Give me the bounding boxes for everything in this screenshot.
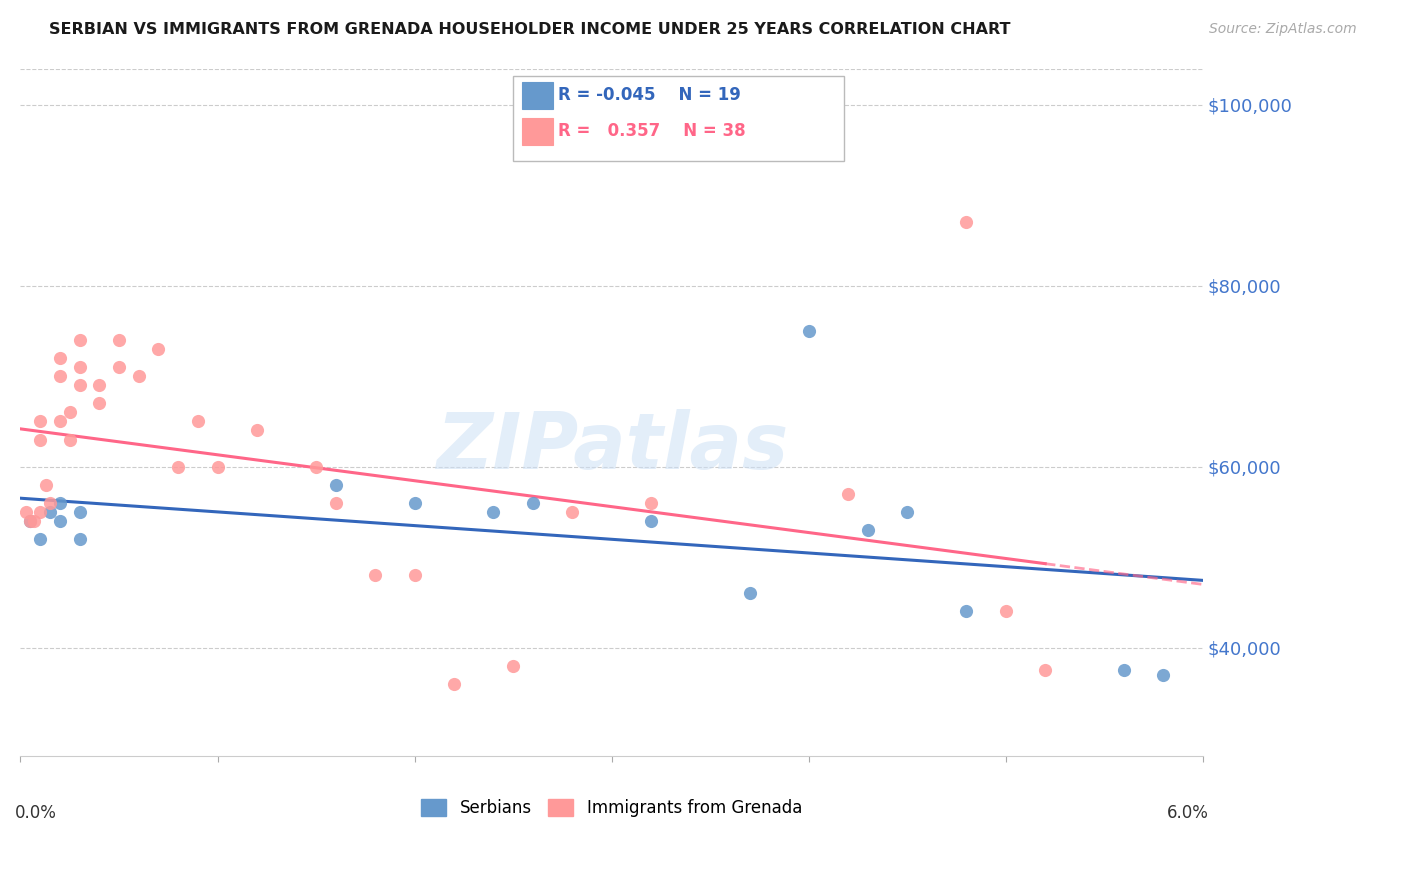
Point	[30, 532, 52, 546]
Point	[738, 586, 761, 600]
Point	[35, 477, 58, 491]
Point	[69, 532, 91, 546]
Point	[640, 496, 662, 510]
Point	[59, 405, 82, 419]
Point	[59, 433, 82, 447]
Point	[128, 369, 150, 384]
Point	[89, 396, 111, 410]
Point	[69, 505, 91, 519]
Point	[22, 514, 45, 528]
Point	[994, 605, 1017, 619]
Point	[246, 424, 269, 438]
Point	[955, 215, 977, 229]
Point	[20, 514, 42, 528]
Point	[49, 496, 72, 510]
Point	[443, 677, 465, 691]
Point	[49, 369, 72, 384]
Point	[148, 342, 170, 356]
Point	[561, 505, 583, 519]
Point	[1112, 663, 1135, 677]
Text: SERBIAN VS IMMIGRANTS FROM GRENADA HOUSEHOLDER INCOME UNDER 25 YEARS CORRELATION: SERBIAN VS IMMIGRANTS FROM GRENADA HOUSE…	[49, 22, 1011, 37]
Point	[49, 351, 72, 365]
Point	[187, 414, 209, 428]
Point	[207, 459, 229, 474]
Point	[1152, 668, 1174, 682]
Point	[167, 459, 190, 474]
Point	[69, 378, 91, 392]
Text: Source: ZipAtlas.com: Source: ZipAtlas.com	[1209, 22, 1357, 37]
Point	[89, 378, 111, 392]
Point	[305, 459, 328, 474]
Point	[364, 568, 387, 582]
Point	[856, 523, 879, 537]
Point	[837, 487, 859, 501]
Text: R =   0.357    N = 38: R = 0.357 N = 38	[558, 122, 745, 140]
Point	[30, 505, 52, 519]
Point	[325, 496, 347, 510]
Point	[49, 514, 72, 528]
Point	[39, 505, 62, 519]
Point	[108, 333, 131, 347]
Point	[39, 496, 62, 510]
Text: R = -0.045    N = 19: R = -0.045 N = 19	[558, 87, 741, 104]
Point	[522, 496, 544, 510]
Point	[108, 360, 131, 375]
Point	[896, 505, 918, 519]
Point	[69, 360, 91, 375]
Point	[1033, 663, 1056, 677]
Point	[49, 414, 72, 428]
Point	[955, 605, 977, 619]
Text: 6.0%: 6.0%	[1167, 805, 1209, 822]
Point	[502, 658, 524, 673]
Point	[404, 568, 426, 582]
Point	[404, 496, 426, 510]
Point	[640, 514, 662, 528]
Point	[797, 324, 820, 338]
Legend: Serbians, Immigrants from Grenada: Serbians, Immigrants from Grenada	[415, 792, 808, 823]
Point	[30, 433, 52, 447]
Text: ZIPatlas: ZIPatlas	[436, 409, 787, 484]
Point	[15, 505, 38, 519]
Point	[20, 514, 42, 528]
Text: 0.0%: 0.0%	[14, 805, 56, 822]
Point	[69, 333, 91, 347]
Point	[482, 505, 505, 519]
Point	[30, 414, 52, 428]
Point	[325, 477, 347, 491]
